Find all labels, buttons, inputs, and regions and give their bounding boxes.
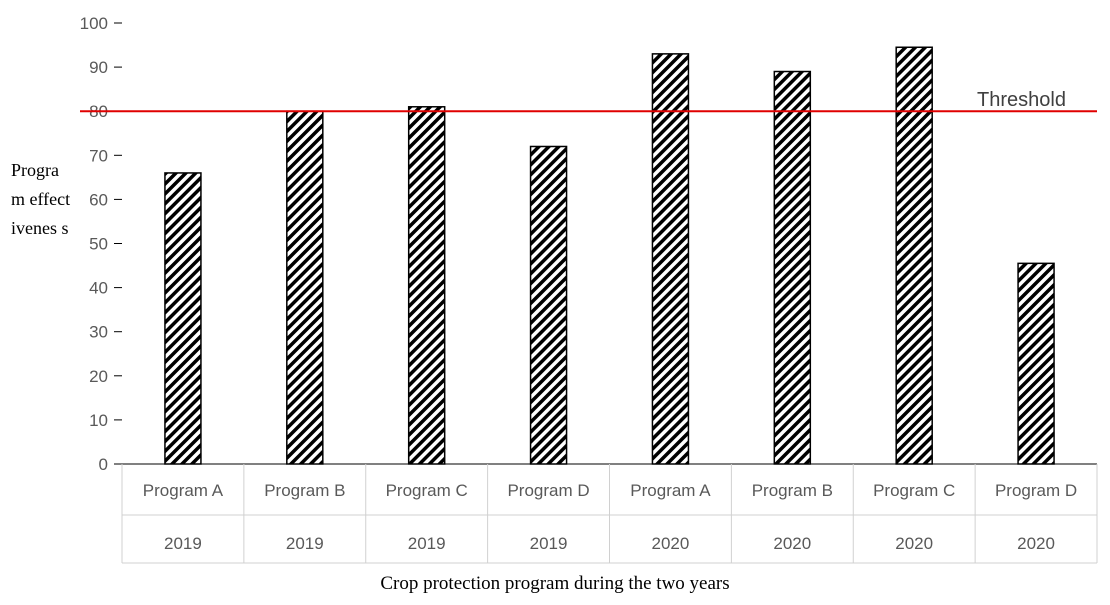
bar	[651, 53, 690, 465]
y-tick-label: 20	[89, 367, 108, 386]
x-category-year-label: 2020	[1017, 534, 1055, 553]
y-tick-label: 90	[89, 58, 108, 77]
x-category-year-label: 2019	[530, 534, 568, 553]
y-tick-label: 60	[89, 190, 108, 209]
y-tick-label: 0	[99, 455, 108, 474]
x-axis-table: Program A 2019 Program B 2019 Program C 2019 P…	[114, 463, 1098, 564]
x-category-year-label: 2020	[652, 534, 690, 553]
x-category-label: Program B	[264, 481, 345, 500]
bar	[895, 46, 933, 465]
y-tick-label: 50	[89, 235, 108, 254]
y-tick-label: 40	[89, 279, 108, 298]
y-tick-label: 70	[89, 146, 108, 165]
bar	[407, 106, 446, 465]
threshold-label: Threshold	[977, 89, 1066, 111]
y-axis-label: Program effectivenes s	[11, 160, 71, 238]
x-category-label: Program B	[752, 481, 833, 500]
x-category-label: Program A	[143, 481, 224, 500]
bar	[164, 172, 202, 465]
x-category-label: Program D	[995, 481, 1077, 500]
x-category-year-label: 2019	[286, 534, 324, 553]
x-category-year-label: 2020	[773, 534, 811, 553]
bar	[1017, 262, 1055, 465]
x-category-year-label: 2019	[164, 534, 202, 553]
y-tick-label: 100	[80, 14, 108, 33]
x-category-label: Program A	[630, 481, 711, 500]
bar	[529, 145, 568, 465]
x-category-label: Program C	[873, 481, 955, 500]
y-tick-label: 10	[89, 411, 108, 430]
bars	[164, 46, 1055, 465]
x-category-label: Program C	[386, 481, 468, 500]
y-tick-label: 30	[89, 323, 108, 342]
x-category-year-label: 2019	[408, 534, 446, 553]
threshold-line-group: Threshold	[80, 89, 1097, 113]
bar	[773, 70, 812, 465]
x-axis-label: Crop protection program during the two y…	[380, 573, 730, 594]
bar	[286, 110, 324, 465]
x-category-label: Program D	[507, 481, 589, 500]
x-category-year-label: 2020	[895, 534, 933, 553]
